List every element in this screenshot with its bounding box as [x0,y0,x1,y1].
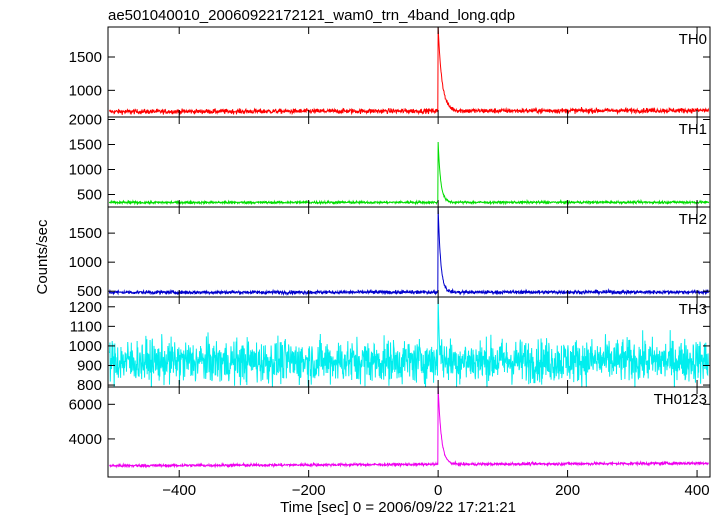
y-tick-label: 1500 [69,49,102,66]
panel-th0: 1000 1500 TH0 [69,27,710,117]
y-tick-label: 1000 [69,338,102,355]
x-tick-label: −400 [162,482,196,499]
y-tick-label: 1000 [69,82,102,99]
y-tick-label: 800 [77,377,102,394]
panel-frame [108,117,710,207]
y-tick-label: 6000 [69,396,102,413]
x-tick-label: 0 [434,482,442,499]
panel-label: TH1 [679,121,707,138]
y-tick-label: 1000 [69,254,102,271]
series-line-th2 [109,207,708,295]
series-line-th0123 [109,387,708,467]
panel-label: TH3 [679,301,707,318]
x-tick-label: −200 [292,482,326,499]
y-tick-label: 1100 [70,318,102,335]
x-axis: −400 −200 0 200 400 [162,482,709,499]
panel-frame [108,207,710,297]
series-line-th0 [109,27,708,115]
y-tick-label: 1500 [69,225,102,242]
x-axis-label: Time [sec] 0 = 2006/09/22 17:21:21 [280,499,516,516]
panels-group: 10001500TH0500100015002000TH150010001500… [69,27,710,499]
panel-th0123: 4000 6000 TH0123 [69,387,710,477]
panel-frame [108,27,710,117]
series-line-th3 [109,297,708,390]
panel-label: TH2 [679,211,707,228]
series-line-th1 [109,142,708,204]
y-tick-label: 1500 [69,137,102,154]
y-tick-label: 500 [77,283,102,300]
panel-th3: 800 900 1000 1100 1200 TH3 [69,297,710,394]
panel-frame [108,297,710,387]
panel-th2: 500 1000 1500 TH2 [69,207,710,300]
y-tick-label: 2000 [69,112,102,129]
x-tick-label: 400 [685,482,710,499]
y-tick-label: 4000 [69,431,102,448]
y-tick-label: 1000 [69,162,102,179]
y-tick-label: 900 [77,357,102,374]
chart-title: ae501040010_20060922172121_wam0_trn_4ban… [108,7,515,24]
y-axis-label: Counts/sec [34,219,51,295]
x-tick-label: 200 [555,482,580,499]
y-tick-label: 500 [77,187,102,204]
panel-label: TH0123 [654,391,707,408]
y-tick-label: 1200 [69,299,102,316]
panel-th1: 500 1000 1500 2000 TH1 [69,112,710,208]
panel-label: TH0 [679,31,707,48]
